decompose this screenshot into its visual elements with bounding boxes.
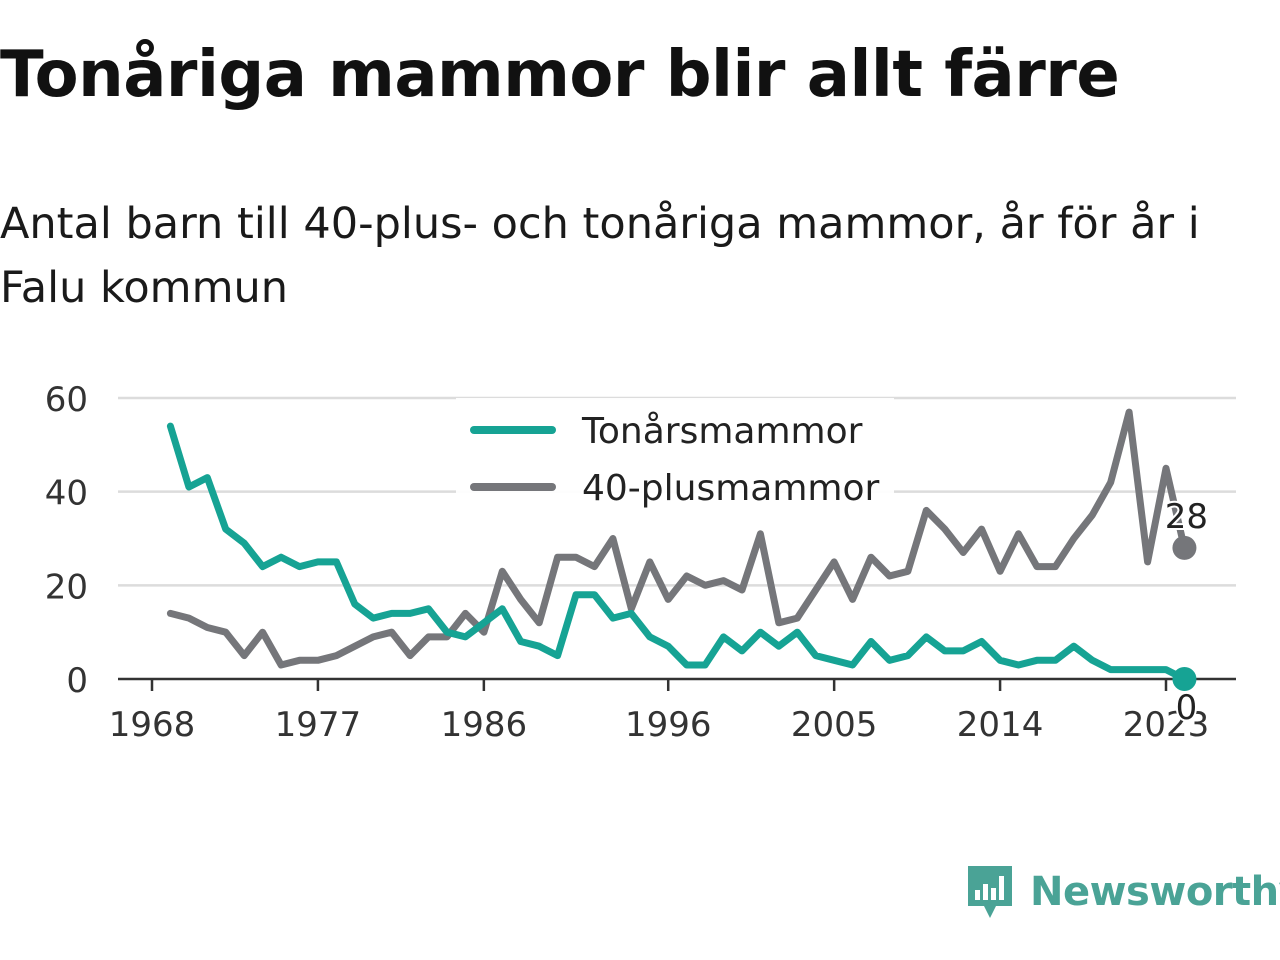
series-lines xyxy=(166,408,1188,683)
x-tick-label: 1977 xyxy=(275,705,362,745)
y-tick-label: 60 xyxy=(45,380,88,420)
legend-label: 40-plusmammor xyxy=(582,468,880,509)
series-line xyxy=(166,422,1188,683)
series-line xyxy=(166,408,1188,669)
x-axis: 1968 1977 1986 1996 2005 2014 2023 xyxy=(109,677,1236,745)
brand-name: Newsworthy xyxy=(1030,869,1280,915)
legend: Tonårsmammor 40-plusmammor xyxy=(456,398,894,516)
end-labels: 0 28 xyxy=(1163,495,1210,730)
chart-title: Tonåriga mammor blir allt färre xyxy=(0,38,1120,112)
x-tick-label: 2023 xyxy=(1123,705,1210,745)
end-label: 28 xyxy=(1165,497,1208,537)
y-tick-label: 40 xyxy=(45,474,88,514)
chart-subtitle: Antal barn till 40-plus- och tonåriga ma… xyxy=(0,199,1200,313)
end-marker xyxy=(1172,535,1197,560)
newsworthy-logo-icon xyxy=(968,866,1012,918)
x-tick-label: 2005 xyxy=(791,705,878,745)
y-tick-label: 0 xyxy=(66,661,88,701)
legend-label: Tonårsmammor xyxy=(581,411,863,452)
y-axis: 0 20 40 60 xyxy=(45,380,88,701)
x-tick-label: 1996 xyxy=(625,705,712,745)
x-tick-label: 1986 xyxy=(441,705,528,745)
x-tick-label: 1968 xyxy=(109,705,196,745)
end-label: 0 xyxy=(1176,688,1198,728)
x-tick-label: 2014 xyxy=(957,705,1044,745)
brand: Newsworthy xyxy=(964,862,1280,922)
legend-box xyxy=(456,398,894,516)
y-tick-label: 20 xyxy=(45,567,88,607)
end-marker xyxy=(1172,667,1197,691)
